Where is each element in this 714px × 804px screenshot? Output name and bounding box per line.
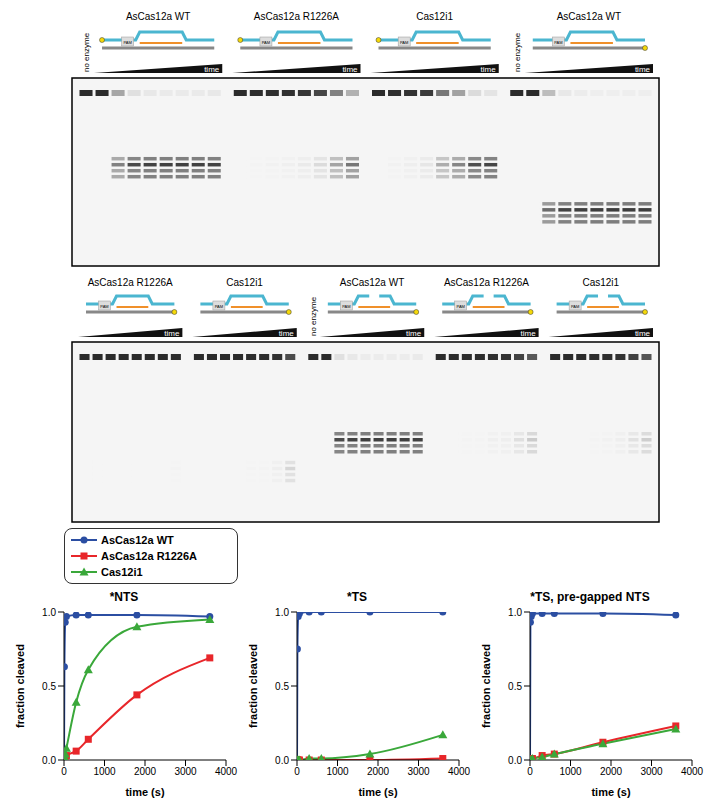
svg-text:PAM: PAM xyxy=(262,40,270,45)
svg-text:PAM: PAM xyxy=(457,304,465,309)
svg-text:fraction cleaved: fraction cleaved xyxy=(14,644,26,728)
svg-text:AsCas12a R1226A: AsCas12a R1226A xyxy=(254,11,339,22)
svg-text:3000: 3000 xyxy=(640,766,663,777)
svg-text:4000: 4000 xyxy=(681,766,704,777)
svg-text:0.5: 0.5 xyxy=(275,681,289,692)
svg-text:0.0: 0.0 xyxy=(508,755,522,766)
svg-text:1000: 1000 xyxy=(559,766,582,777)
html-text:Cas12i1: Cas12i1 xyxy=(101,566,143,578)
svg-text:time: time xyxy=(635,65,651,74)
svg-text:1.0: 1.0 xyxy=(42,607,56,618)
svg-text:2000: 2000 xyxy=(134,766,157,777)
svg-text:0: 0 xyxy=(61,766,67,777)
svg-text:time: time xyxy=(635,329,651,338)
svg-text:no enzyme: no enzyme xyxy=(513,32,522,72)
svg-text:4000: 4000 xyxy=(448,766,471,777)
svg-text:AsCas12a WT: AsCas12a WT xyxy=(557,11,621,22)
svg-text:AsCas12a WT: AsCas12a WT xyxy=(126,11,190,22)
svg-text:fraction cleaved: fraction cleaved xyxy=(247,644,259,728)
svg-text:time (s): time (s) xyxy=(125,786,164,798)
svg-text:Cas12i1: Cas12i1 xyxy=(416,11,453,22)
svg-text:time: time xyxy=(279,329,295,338)
svg-text:Cas12i1: Cas12i1 xyxy=(226,277,263,288)
svg-text:time: time xyxy=(520,329,536,338)
svg-text:1.0: 1.0 xyxy=(275,607,289,618)
svg-text:3000: 3000 xyxy=(174,766,197,777)
html-text:*NTS: *NTS xyxy=(109,590,139,604)
svg-text:PAM: PAM xyxy=(571,304,579,309)
svg-text:0.0: 0.0 xyxy=(42,755,56,766)
svg-text:no enzyme: no enzyme xyxy=(309,296,318,336)
html-text:AsCas12a WT: AsCas12a WT xyxy=(101,534,174,546)
html-text:*TS: *TS xyxy=(347,590,367,604)
svg-text:time (s): time (s) xyxy=(591,786,630,798)
svg-text:0.5: 0.5 xyxy=(508,681,522,692)
svg-text:2000: 2000 xyxy=(367,766,390,777)
html-text:AsCas12a R1226A: AsCas12a R1226A xyxy=(101,550,197,562)
svg-text:time: time xyxy=(481,65,497,74)
svg-text:AsCas12a R1226A: AsCas12a R1226A xyxy=(444,277,529,288)
svg-text:0.5: 0.5 xyxy=(42,681,56,692)
svg-text:AsCas12a R1226A: AsCas12a R1226A xyxy=(88,277,173,288)
svg-text:AsCas12a WT: AsCas12a WT xyxy=(340,277,404,288)
svg-text:0: 0 xyxy=(294,766,300,777)
svg-text:PAM: PAM xyxy=(554,40,562,45)
svg-text:PAM: PAM xyxy=(400,40,408,45)
svg-text:2000: 2000 xyxy=(600,766,623,777)
svg-text:PAM: PAM xyxy=(124,40,132,45)
svg-text:time: time xyxy=(164,329,180,338)
svg-text:0.0: 0.0 xyxy=(275,755,289,766)
svg-text:time: time xyxy=(406,329,422,338)
svg-text:Cas12i1: Cas12i1 xyxy=(582,277,619,288)
svg-text:1000: 1000 xyxy=(93,766,116,777)
svg-text:PAM: PAM xyxy=(100,304,108,309)
html-text:*TS, pre-gapped NTS: *TS, pre-gapped NTS xyxy=(530,590,650,604)
svg-text:no enzyme: no enzyme xyxy=(82,32,91,72)
svg-text:time: time xyxy=(342,65,358,74)
svg-text:time: time xyxy=(204,65,220,74)
svg-text:time (s): time (s) xyxy=(358,786,397,798)
svg-text:PAM: PAM xyxy=(215,304,223,309)
svg-text:4000: 4000 xyxy=(215,766,238,777)
svg-text:fraction cleaved: fraction cleaved xyxy=(480,644,492,728)
svg-text:1.0: 1.0 xyxy=(508,607,522,618)
svg-text:3000: 3000 xyxy=(407,766,430,777)
svg-text:PAM: PAM xyxy=(342,304,350,309)
svg-text:0: 0 xyxy=(527,766,533,777)
svg-text:1000: 1000 xyxy=(326,766,349,777)
